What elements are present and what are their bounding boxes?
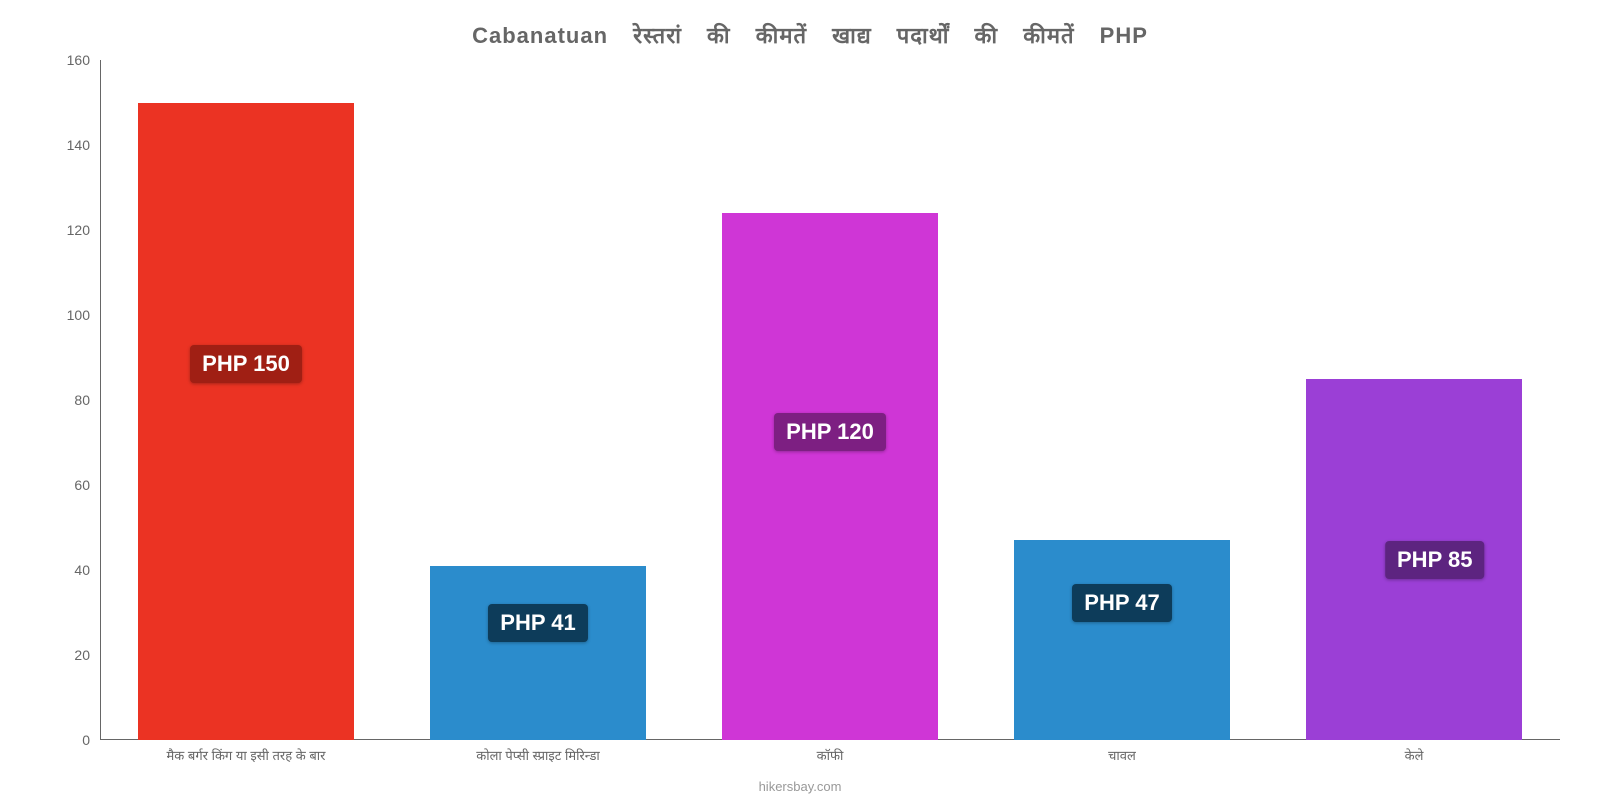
y-tick-label: 20 [50, 647, 90, 663]
plot-area: 020406080100120140160 PHP 150PHP 41PHP 1… [60, 60, 1560, 740]
x-tick-label: कॉफी [684, 746, 976, 764]
y-tick-label: 100 [50, 307, 90, 323]
y-tick-label: 80 [50, 392, 90, 408]
bar-value-label: PHP 85 [1385, 541, 1484, 579]
x-tick-label: कोला पेप्सी स्प्राइट मिरिन्डा [392, 746, 684, 764]
bar-value-label: PHP 120 [774, 413, 886, 451]
y-tick-label: 160 [50, 52, 90, 68]
bars-group: PHP 150 PHP 41 PHP 120 PHP 47 PHP 85 [100, 60, 1560, 740]
bar-slot: PHP 120 [684, 60, 976, 740]
x-tick-label: मैक बर्गर किंग या इसी तरह के बार [100, 746, 392, 764]
bar: PHP 85 [1306, 379, 1522, 740]
y-tick-label: 140 [50, 137, 90, 153]
chart-title: Cabanatuan रेस्तरां की कीमतें खाद्य पदार… [60, 20, 1560, 50]
source-attribution: hikersbay.com [0, 779, 1600, 794]
x-tick-label: केले [1268, 746, 1560, 764]
bar-slot: PHP 85 [1268, 60, 1560, 740]
bar: PHP 150 [138, 103, 354, 741]
x-tick-label: चावल [976, 746, 1268, 764]
x-axis-labels: मैक बर्गर किंग या इसी तरह के बारकोला पेप… [100, 746, 1560, 764]
bar-value-label: PHP 41 [488, 604, 587, 642]
y-tick-label: 40 [50, 562, 90, 578]
y-tick-label: 0 [50, 732, 90, 748]
bar: PHP 120 [722, 213, 938, 740]
bar: PHP 41 [430, 566, 646, 740]
bar: PHP 47 [1014, 540, 1230, 740]
y-tick-label: 120 [50, 222, 90, 238]
bar-slot: PHP 150 [100, 60, 392, 740]
bar-value-label: PHP 47 [1072, 584, 1171, 622]
y-axis: 020406080100120140160 [50, 60, 90, 740]
bar-value-label: PHP 150 [190, 345, 302, 383]
bar-slot: PHP 41 [392, 60, 684, 740]
bar-slot: PHP 47 [976, 60, 1268, 740]
chart-container: Cabanatuan रेस्तरां की कीमतें खाद्य पदार… [0, 0, 1600, 800]
y-tick-label: 60 [50, 477, 90, 493]
